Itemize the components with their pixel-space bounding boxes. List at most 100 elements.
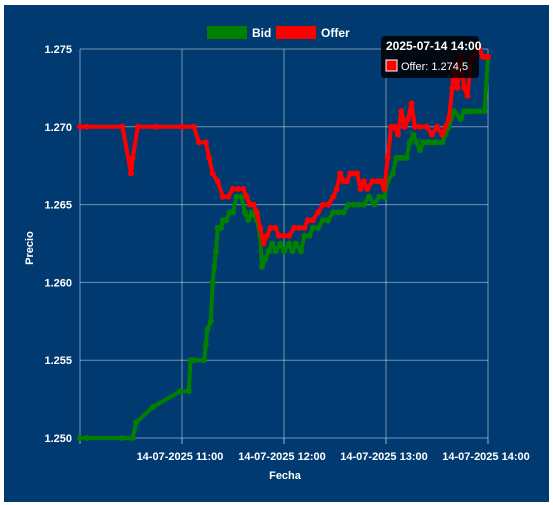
data-point-offer[interactable] (405, 116, 412, 122)
data-point-offer[interactable] (209, 170, 216, 177)
data-point-bid[interactable] (410, 131, 417, 138)
data-point-offer[interactable] (250, 201, 257, 208)
data-point-bid[interactable] (230, 209, 236, 216)
data-point-bid[interactable] (389, 170, 396, 177)
data-point-bid[interactable] (177, 388, 184, 395)
data-point-bid[interactable] (204, 326, 211, 333)
data-point-offer[interactable] (439, 131, 446, 138)
data-point-offer[interactable] (301, 224, 308, 231)
data-point-bid[interactable] (355, 201, 362, 208)
data-point-offer[interactable] (398, 108, 405, 115)
data-point-offer[interactable] (257, 224, 264, 231)
data-point-bid[interactable] (262, 256, 269, 263)
data-point-bid[interactable] (218, 224, 225, 231)
data-point-offer[interactable] (253, 209, 260, 216)
data-point-offer[interactable] (364, 186, 371, 192)
data-point-offer[interactable] (360, 178, 367, 185)
data-point-bid[interactable] (457, 116, 464, 122)
data-point-bid[interactable] (345, 201, 352, 208)
data-point-bid[interactable] (315, 224, 321, 231)
legend-item-bid[interactable]: Bid (207, 26, 271, 40)
data-point-offer[interactable] (464, 92, 471, 99)
data-point-bid[interactable] (381, 193, 388, 200)
data-point-offer[interactable] (190, 123, 197, 130)
data-point-bid[interactable] (238, 193, 245, 200)
data-point-bid[interactable] (376, 193, 383, 200)
data-point-bid[interactable] (434, 139, 440, 146)
data-point-offer[interactable] (286, 232, 293, 239)
data-point-bid[interactable] (190, 357, 197, 364)
data-point-offer[interactable] (260, 240, 267, 247)
data-point-bid[interactable] (133, 419, 140, 426)
data-point-bid[interactable] (289, 248, 296, 255)
data-point-offer[interactable] (449, 84, 456, 91)
data-point-offer[interactable] (243, 193, 250, 200)
data-point-bid[interactable] (269, 240, 276, 247)
data-point-offer[interactable] (461, 84, 468, 91)
data-point-bid[interactable] (119, 435, 126, 441)
data-point-offer[interactable] (296, 224, 303, 231)
data-point-offer[interactable] (320, 201, 327, 208)
data-point-bid[interactable] (476, 108, 483, 115)
data-point-bid[interactable] (413, 139, 420, 146)
data-point-offer[interactable] (325, 201, 332, 208)
data-point-bid[interactable] (129, 435, 136, 441)
data-point-offer[interactable] (343, 178, 350, 185)
data-point-offer[interactable] (309, 217, 316, 224)
data-point-bid[interactable] (77, 435, 83, 441)
data-point-offer[interactable] (240, 186, 247, 192)
data-point-offer[interactable] (315, 209, 321, 216)
data-point-offer[interactable] (128, 170, 134, 177)
data-point-bid[interactable] (241, 209, 248, 216)
data-point-bid[interactable] (417, 147, 423, 154)
data-point-offer[interactable] (77, 123, 83, 130)
data-point-bid[interactable] (281, 248, 287, 255)
data-point-offer[interactable] (230, 186, 236, 192)
data-point-offer[interactable] (384, 154, 391, 161)
data-point-bid[interactable] (207, 318, 214, 325)
data-point-offer[interactable] (206, 154, 213, 161)
data-point-bid[interactable] (298, 248, 304, 255)
data-point-offer[interactable] (333, 186, 340, 192)
data-point-bid[interactable] (150, 403, 157, 410)
data-point-bid[interactable] (83, 435, 90, 441)
data-point-offer[interactable] (119, 123, 126, 130)
data-point-offer[interactable] (202, 139, 209, 146)
data-point-bid[interactable] (309, 224, 316, 231)
data-point-offer[interactable] (423, 123, 430, 130)
data-point-bid[interactable] (481, 108, 488, 115)
data-point-bid[interactable] (211, 263, 218, 270)
data-point-offer[interactable] (291, 224, 298, 231)
data-point-offer[interactable] (83, 123, 90, 130)
data-point-bid[interactable] (272, 248, 279, 255)
data-point-offer[interactable] (272, 224, 279, 231)
data-point-offer[interactable] (281, 232, 287, 239)
data-point-offer[interactable] (394, 131, 401, 138)
data-point-offer[interactable] (275, 232, 282, 239)
data-point-bid[interactable] (451, 108, 457, 115)
data-point-offer[interactable] (219, 193, 226, 200)
data-point-bid[interactable] (325, 217, 332, 224)
data-point-bid[interactable] (277, 240, 284, 247)
data-point-offer[interactable] (377, 178, 384, 185)
data-point-offer[interactable] (153, 123, 160, 130)
data-point-bid[interactable] (471, 108, 478, 115)
data-point-bid[interactable] (335, 209, 342, 216)
data-point-bid[interactable] (360, 201, 367, 208)
data-point-bid[interactable] (306, 232, 313, 239)
data-point-offer[interactable] (454, 84, 461, 91)
data-point-offer[interactable] (369, 178, 376, 185)
data-point-offer[interactable] (357, 186, 364, 192)
data-point-bid[interactable] (406, 139, 413, 146)
data-point-offer[interactable] (129, 154, 136, 161)
data-point-offer[interactable] (381, 186, 388, 192)
data-point-bid[interactable] (403, 154, 410, 161)
data-point-bid[interactable] (286, 240, 293, 247)
data-point-bid[interactable] (202, 341, 209, 348)
data-point-bid[interactable] (258, 263, 265, 270)
data-point-offer[interactable] (179, 123, 185, 130)
data-point-offer[interactable] (354, 170, 361, 177)
data-point-offer[interactable] (235, 186, 242, 192)
data-point-offer[interactable] (417, 123, 423, 130)
legend[interactable]: Bid Offer (207, 26, 350, 40)
